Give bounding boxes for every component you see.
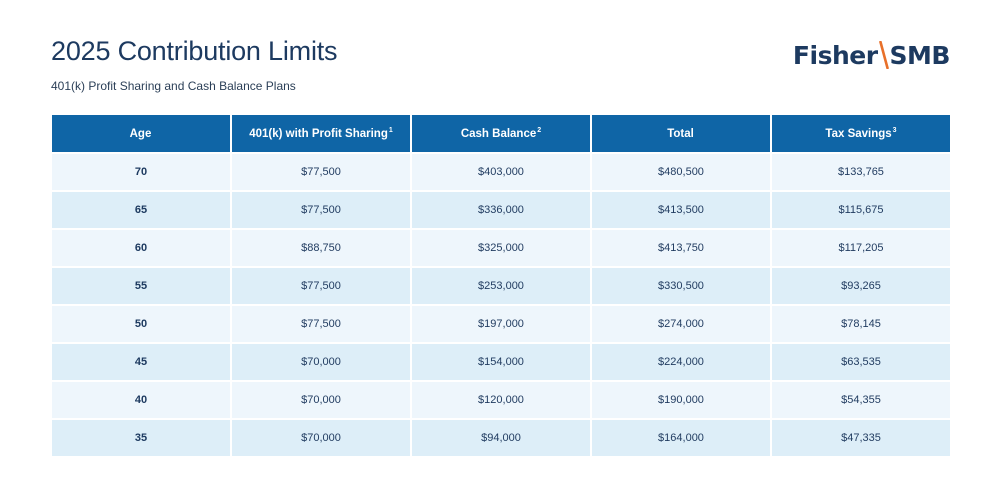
column-header-total: Total — [590, 113, 772, 154]
tax-savings-cell: $93,265 — [770, 266, 952, 306]
page-title: 2025 Contribution Limits — [51, 36, 338, 66]
tax-savings-cell: $78,145 — [770, 304, 952, 344]
column-header-age: Age — [50, 113, 232, 154]
cash-balance-cell: $197,000 — [410, 304, 592, 344]
age-cell: 70 — [50, 152, 232, 192]
age-cell: 60 — [50, 228, 232, 268]
age-cell: 55 — [50, 266, 232, 306]
table-row: 45 $70,000 $154,000 $224,000 $63,535 — [50, 342, 952, 382]
logo-slash-icon — [878, 41, 889, 69]
tax-savings-cell: $117,205 — [770, 228, 952, 268]
cash-balance-cell: $336,000 — [410, 190, 592, 230]
column-header-tax-savings: Tax Savings3 — [770, 113, 952, 154]
table-row: 35 $70,000 $94,000 $164,000 $47,335 — [50, 418, 952, 458]
cash-balance-cell: $403,000 — [410, 152, 592, 192]
table-row: 55 $77,500 $253,000 $330,500 $93,265 — [50, 266, 952, 306]
total-cell: $190,000 — [590, 380, 772, 420]
cash-balance-cell: $154,000 — [410, 342, 592, 382]
contribution-limits-table: Age 401(k) with Profit Sharing1 Cash Bal… — [50, 113, 952, 458]
cash-balance-cell: $120,000 — [410, 380, 592, 420]
401k-cell: $88,750 — [230, 228, 412, 268]
age-cell: 40 — [50, 380, 232, 420]
logo-text-smb: SMB — [889, 40, 951, 70]
table-row: 40 $70,000 $120,000 $190,000 $54,355 — [50, 380, 952, 420]
age-cell: 35 — [50, 418, 232, 458]
401k-cell: $70,000 — [230, 342, 412, 382]
total-cell: $274,000 — [590, 304, 772, 344]
401k-cell: $70,000 — [230, 418, 412, 458]
age-cell: 45 — [50, 342, 232, 382]
age-cell: 50 — [50, 304, 232, 344]
401k-cell: $77,500 — [230, 304, 412, 344]
401k-cell: $77,500 — [230, 266, 412, 306]
401k-cell: $77,500 — [230, 152, 412, 192]
total-cell: $224,000 — [590, 342, 772, 382]
cash-balance-cell: $253,000 — [410, 266, 592, 306]
age-cell: 65 — [50, 190, 232, 230]
fisher-smb-logo: Fisher SMB — [792, 39, 951, 71]
total-cell: $480,500 — [590, 152, 772, 192]
tax-savings-cell: $115,675 — [770, 190, 952, 230]
total-cell: $164,000 — [590, 418, 772, 458]
total-cell: $413,500 — [590, 190, 772, 230]
page-subtitle: 401(k) Profit Sharing and Cash Balance P… — [51, 79, 296, 93]
tax-savings-cell: $47,335 — [770, 418, 952, 458]
cash-balance-cell: $325,000 — [410, 228, 592, 268]
total-cell: $330,500 — [590, 266, 772, 306]
table-row: 70 $77,500 $403,000 $480,500 $133,765 — [50, 152, 952, 192]
401k-cell: $70,000 — [230, 380, 412, 420]
401k-cell: $77,500 — [230, 190, 412, 230]
tax-savings-cell: $63,535 — [770, 342, 952, 382]
logo-text-fisher: Fisher — [792, 40, 878, 70]
column-header-cash-balance: Cash Balance2 — [410, 113, 592, 154]
total-cell: $413,750 — [590, 228, 772, 268]
table-header-row: Age 401(k) with Profit Sharing1 Cash Bal… — [50, 113, 952, 154]
cash-balance-cell: $94,000 — [410, 418, 592, 458]
table-row: 60 $88,750 $325,000 $413,750 $117,205 — [50, 228, 952, 268]
column-header-401k-profit-sharing: 401(k) with Profit Sharing1 — [230, 113, 412, 154]
tax-savings-cell: $133,765 — [770, 152, 952, 192]
tax-savings-cell: $54,355 — [770, 380, 952, 420]
table-row: 50 $77,500 $197,000 $274,000 $78,145 — [50, 304, 952, 344]
table-row: 65 $77,500 $336,000 $413,500 $115,675 — [50, 190, 952, 230]
